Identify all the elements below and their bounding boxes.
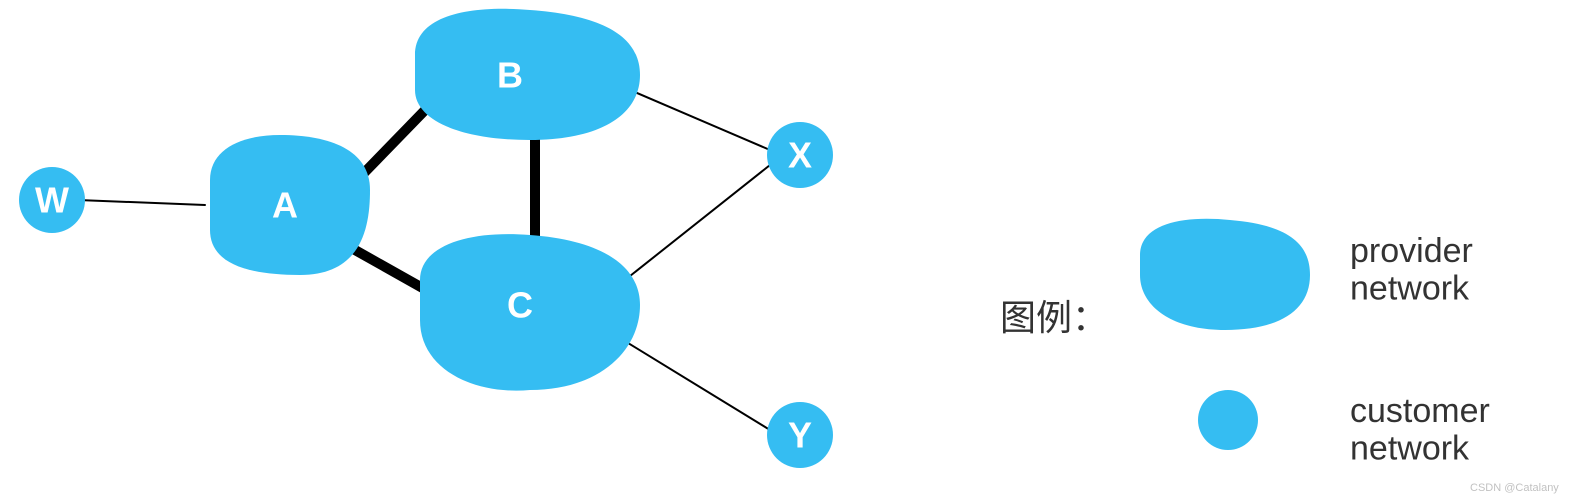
customer-label-Y: Y <box>788 415 812 456</box>
watermark: CSDN @Catalany <box>1470 482 1559 494</box>
legend-customer-label: customernetwork <box>1350 392 1490 467</box>
edge-B-X <box>630 90 770 150</box>
network-diagram: A B C W X Y 图例： providernetwork customernetwork <box>0 0 1584 500</box>
provider-label-C: C <box>507 285 533 326</box>
legend-title: 图例： <box>1000 297 1108 338</box>
edge-C-X <box>625 165 770 280</box>
edge-A-B <box>362 105 430 175</box>
provider-label-B: B <box>497 55 523 96</box>
legend-provider-icon <box>1140 219 1310 330</box>
provider-label-A: A <box>272 185 298 226</box>
legend-customer-icon <box>1198 390 1258 450</box>
edge-W-A <box>78 200 205 205</box>
legend-provider-label: providernetwork <box>1350 232 1473 307</box>
provider-node-B <box>415 9 640 140</box>
customer-label-X: X <box>788 135 812 176</box>
edge-C-Y <box>615 335 770 430</box>
customer-label-W: W <box>35 180 69 221</box>
